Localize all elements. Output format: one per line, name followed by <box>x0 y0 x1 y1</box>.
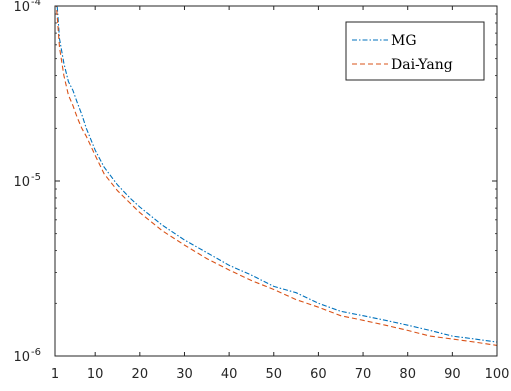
x-tick-label: 20 <box>132 367 149 382</box>
y-tick-label: 10 <box>13 350 30 365</box>
y-tick-labels: 10-610-510-4 <box>13 0 41 365</box>
y-tick-label: 10 <box>13 0 30 15</box>
x-tick-label: 30 <box>176 367 193 382</box>
series-layer <box>55 6 497 346</box>
plot-frame <box>54 5 498 357</box>
series-line-0 <box>56 6 497 343</box>
legend-box <box>345 21 485 81</box>
legend-label-1: Dai-Yang <box>391 57 453 73</box>
x-tick-label: 60 <box>310 367 327 382</box>
x-tick-label: 1 <box>51 367 59 382</box>
x-tick-label: 40 <box>221 367 238 382</box>
x-tick-label: 100 <box>485 367 510 382</box>
x-tick-label: 10 <box>87 367 104 382</box>
series-line-1 <box>55 6 497 346</box>
x-tick-labels: 1 10 20 30 40 50 60 70 80 90 100 <box>51 367 510 382</box>
y-tick-label: 10 <box>13 175 30 190</box>
y-tick-label-exponent: -6 <box>31 347 41 358</box>
x-tick-label: 90 <box>444 367 461 382</box>
x-tick-label: 80 <box>399 367 416 382</box>
y-tick-label-exponent: -5 <box>31 172 41 183</box>
y-tick-label-exponent: -4 <box>31 0 41 8</box>
x-tick-label: 70 <box>355 367 372 382</box>
legend: MG Dai-Yang <box>345 21 485 81</box>
x-tick-label: 50 <box>265 367 282 382</box>
legend-label-0: MG <box>391 33 417 49</box>
